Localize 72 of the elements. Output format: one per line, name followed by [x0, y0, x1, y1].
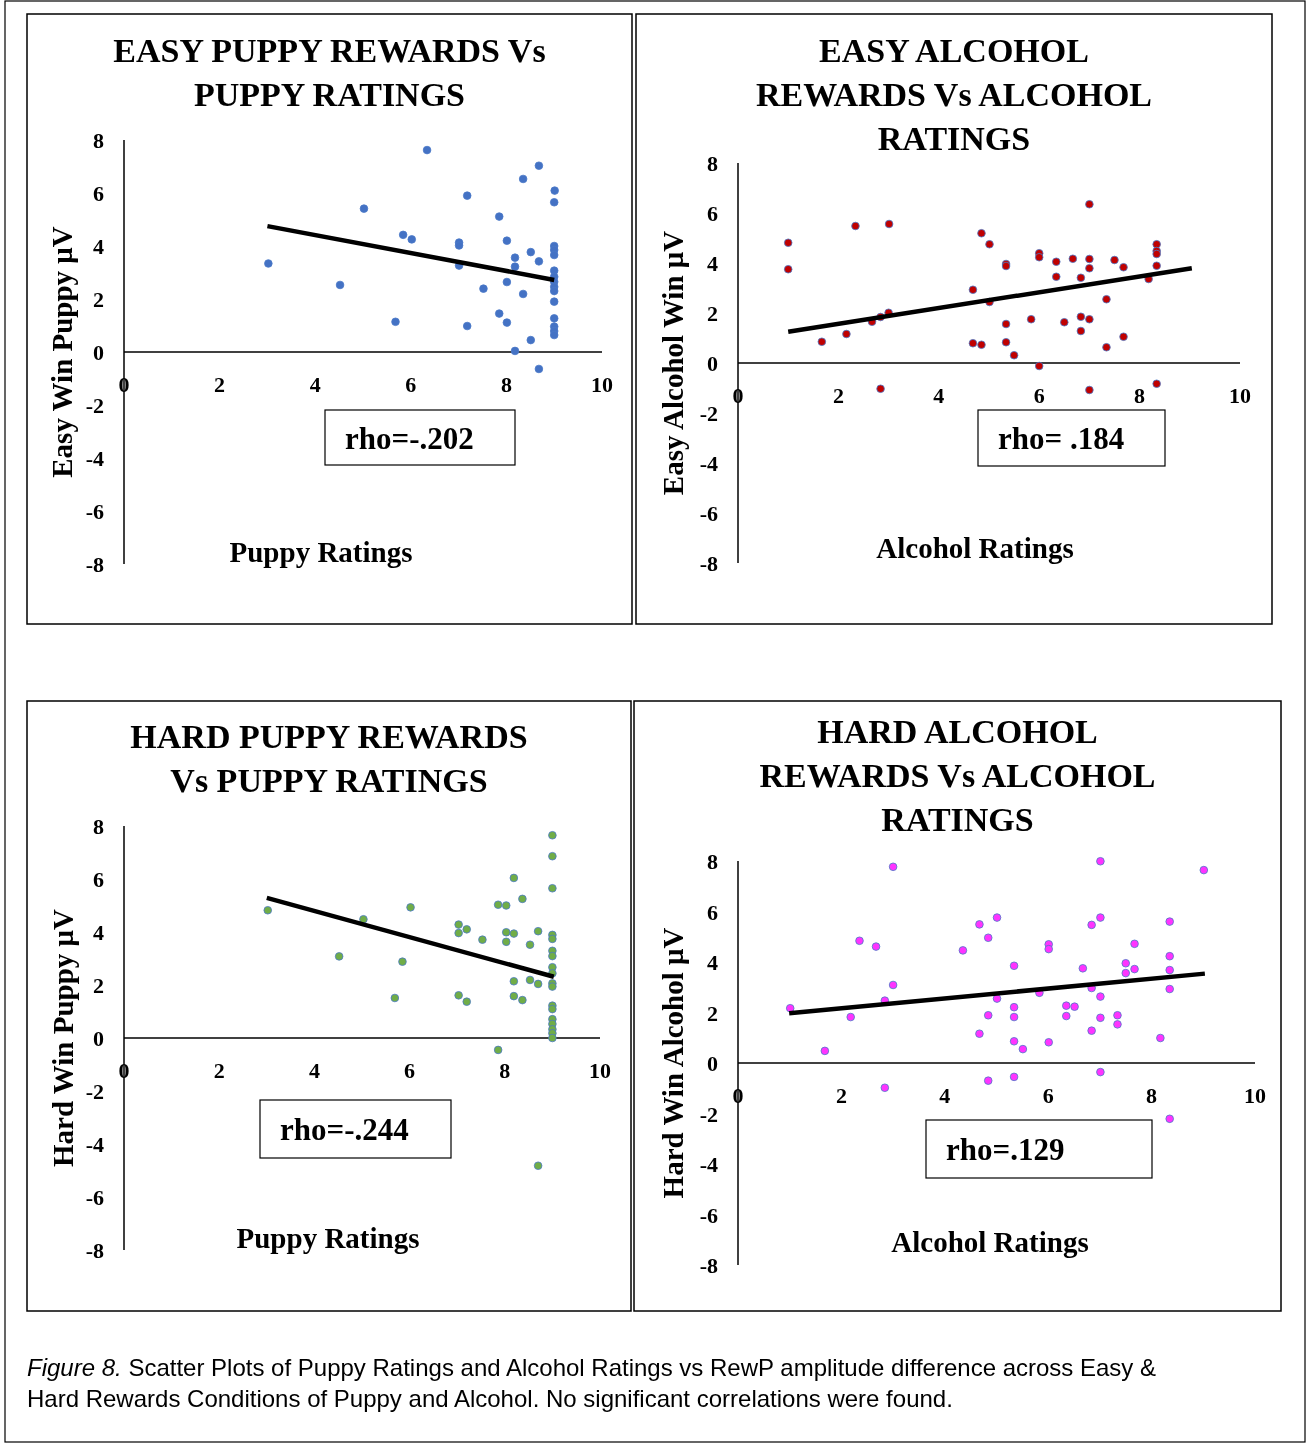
y-tick-label: 2 — [93, 287, 104, 312]
x-tick-label: 2 — [835, 1083, 847, 1108]
y-tick-label: 0 — [93, 340, 104, 365]
y-tick-label: -8 — [699, 1253, 718, 1278]
x-tick-label: 2 — [213, 1058, 225, 1083]
y-tick-label: 4 — [93, 920, 104, 945]
y-tick-label: -2 — [699, 1101, 718, 1127]
x-tick-label: 8 — [500, 372, 512, 397]
y-tick-label: -6 — [85, 1185, 104, 1210]
x-tick-label: 10 — [1244, 1083, 1266, 1108]
y-tick-label: 8 — [93, 814, 104, 839]
x-tick-label: 8 — [499, 1058, 511, 1083]
y-tick-label: -4 — [85, 446, 104, 471]
y-tick-label: 6 — [93, 867, 104, 892]
y-tick-label: 6 — [707, 899, 718, 925]
y-tick-label: 6 — [707, 201, 718, 226]
annotation: rho=.129 — [946, 1132, 1065, 1167]
x-tick-label: 6 — [1042, 1083, 1054, 1108]
x-tick-label: 4 — [308, 1058, 320, 1083]
annotation: rho=-.244 — [280, 1112, 409, 1147]
x-tick-label: 4 — [933, 383, 945, 408]
x-tick-label: 4 — [309, 372, 321, 397]
y-tick-label: 2 — [93, 973, 104, 998]
y-tick-label: 4 — [93, 234, 104, 259]
x-tick-label: 2 — [214, 372, 226, 397]
x-tick-label: 8 — [1146, 1083, 1158, 1108]
x-tick-label: 8 — [1134, 383, 1146, 408]
y-tick-label: -6 — [699, 501, 718, 526]
y-axis-title: Easy Win Puppy μV — [46, 226, 78, 478]
y-tick-label: -4 — [699, 451, 718, 476]
x-tick-label: 6 — [404, 1058, 416, 1083]
x-tick-label: 10 — [591, 372, 613, 397]
x-tick-label: 10 — [1229, 383, 1251, 408]
y-tick-label: -6 — [85, 499, 104, 524]
y-tick-label: -8 — [699, 551, 718, 576]
x-axis-title: Puppy Ratings — [236, 1222, 420, 1254]
x-tick-label: 2 — [832, 383, 844, 408]
y-tick-label: 8 — [707, 151, 718, 176]
y-tick-label: 6 — [93, 181, 104, 206]
y-tick-label: -6 — [699, 1202, 718, 1228]
annotation: rho=-.202 — [345, 420, 474, 456]
y-axis-title: Easy Alcohol Win μV — [657, 230, 689, 496]
x-tick-label: 10 — [589, 1058, 611, 1083]
y-tick-label: 0 — [93, 1026, 104, 1051]
y-axis-title: Hard Win Alcohol μV — [657, 927, 689, 1199]
y-axis-title: Hard Win Puppy μV — [47, 908, 79, 1167]
y-tick-label: 8 — [707, 849, 718, 874]
x-tick-label: 6 — [1033, 383, 1045, 408]
y-tick-label: -8 — [85, 1238, 104, 1263]
y-tick-label: 4 — [707, 251, 718, 276]
y-tick-label: 8 — [93, 128, 104, 153]
y-tick-label: 2 — [707, 301, 718, 326]
y-tick-label: -4 — [699, 1152, 718, 1177]
y-tick-label: -4 — [85, 1132, 104, 1157]
x-tick-label: 4 — [939, 1083, 951, 1108]
y-tick-label: 4 — [707, 950, 718, 975]
x-axis-title: Alcohol Ratings — [891, 1226, 1089, 1258]
x-axis-title: Alcohol Ratings — [876, 532, 1074, 564]
chart-title: EASY ALCOHOL REWARDS Vs ALCOHOL RATINGS — [755, 32, 1153, 157]
y-tick-label: -2 — [85, 1079, 104, 1104]
x-axis-title: Puppy Ratings — [229, 536, 413, 568]
chart-title: HARD PUPPY REWARDS Vs PUPPY RATINGS — [130, 718, 528, 799]
chart-title: EASY PUPPY REWARDS Vs PUPPY RATINGS — [113, 32, 546, 113]
chart-title: HARD ALCOHOL REWARDS Vs ALCOHOL RATINGS — [759, 713, 1156, 838]
y-tick-label: -2 — [85, 393, 104, 418]
y-tick-label: 2 — [707, 1000, 718, 1026]
x-tick-label: 6 — [405, 372, 417, 397]
y-tick-label: 0 — [707, 351, 718, 376]
caption: Figure 8. Scatter Plots of Puppy Ratings and Alcohol Ratings vs RewP amplitude difference across Easy & Hard Rewards Conditions of Puppy and Alcohol. No significant correlations were found. — [27, 1354, 1157, 1412]
annotation: rho= .184 — [998, 421, 1125, 456]
y-tick-label: -2 — [699, 401, 718, 426]
y-tick-label: -8 — [85, 552, 104, 577]
